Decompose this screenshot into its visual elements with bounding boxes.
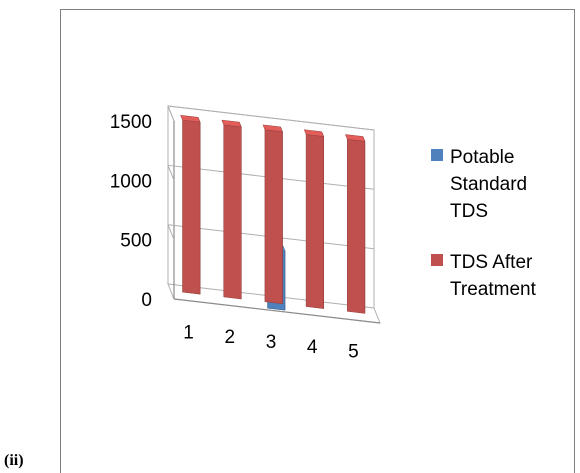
x-tick-label: 4	[307, 337, 318, 358]
bar-after-treatment-3	[262, 124, 283, 305]
legend-swatch	[431, 254, 443, 266]
bar-top	[221, 119, 242, 128]
bar-front	[264, 129, 283, 305]
legend-label: TDS After	[450, 252, 533, 273]
bar-front	[347, 139, 366, 314]
figure-label: (ii)	[4, 452, 24, 469]
legend-item-after-treatment: TDS After Treatment	[431, 252, 537, 300]
bar-top	[303, 129, 325, 137]
bar-top	[345, 134, 366, 142]
legend-label: TDS	[450, 201, 488, 222]
bar-front	[182, 119, 201, 295]
side-wall	[167, 105, 175, 299]
y-tick-label: 1000	[110, 171, 152, 192]
legend-label: Treatment	[450, 279, 537, 300]
gridline	[167, 164, 375, 190]
bar-after-treatment-2	[221, 119, 242, 300]
bar-front	[223, 124, 242, 300]
bar-top	[180, 115, 201, 123]
bar-after-treatment-4	[303, 129, 325, 309]
legend-swatch	[431, 149, 443, 161]
x-tick-label: 3	[266, 332, 277, 353]
chart-frame	[60, 9, 575, 473]
y-tick-label: 500	[120, 231, 152, 252]
legend-item-potable: Potable Standard TDS	[431, 147, 527, 222]
gridline	[167, 224, 375, 250]
bar-front	[305, 134, 324, 309]
x-tick-label: 1	[183, 322, 194, 343]
x-tick-label: 2	[225, 327, 236, 348]
x-axis-line	[173, 298, 381, 324]
x-tick-label: 5	[348, 342, 359, 363]
y-tick-label: 0	[141, 290, 152, 311]
bar-after-treatment-5	[345, 134, 366, 314]
legend-label: Potable	[450, 147, 514, 168]
y-tick-label: 1500	[110, 112, 152, 133]
gridline	[167, 105, 375, 131]
bar-top	[262, 124, 283, 132]
legend-label: Standard	[450, 174, 527, 195]
bar-after-treatment-1	[180, 115, 201, 295]
